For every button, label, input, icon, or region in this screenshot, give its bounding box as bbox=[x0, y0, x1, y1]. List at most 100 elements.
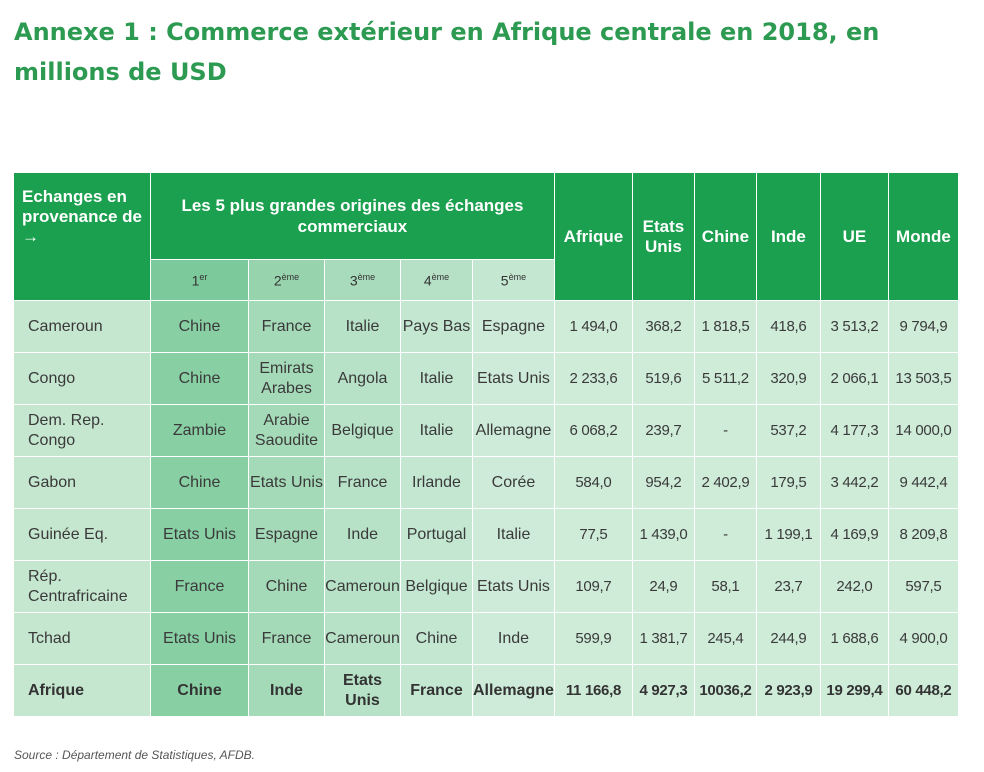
header-col: Monde bbox=[887, 172, 959, 301]
origin-cell: France bbox=[324, 456, 401, 509]
source-note: Source : Département de Statistiques, AF… bbox=[14, 748, 256, 762]
value-cell: 9 442,4 bbox=[887, 456, 959, 509]
origin-cell: Allemagne bbox=[472, 404, 555, 457]
value-cell: 4 900,0 bbox=[887, 612, 959, 665]
origin-cell: Angola bbox=[324, 352, 401, 405]
value-cell: 537,2 bbox=[755, 404, 821, 457]
origin-cell: Cameroun bbox=[324, 612, 401, 665]
value-cell: 4 927,3 bbox=[631, 664, 695, 717]
value-cell: 599,9 bbox=[553, 612, 633, 665]
origin-cell: Etats Unis bbox=[248, 456, 325, 509]
page-title: Annexe 1 : Commerce extérieur en Afrique… bbox=[14, 18, 880, 86]
table-row: Gabon Chine Etats Unis France Irlande Corée 58… bbox=[13, 456, 959, 509]
value-cell: 3 513,2 bbox=[819, 300, 889, 353]
table-body: Cameroun Chine France Italie Pays Bas Espagne… bbox=[13, 300, 959, 717]
value-cell: 77,5 bbox=[553, 508, 633, 561]
table-row: Guinée Eq. Etats Unis Espagne Inde Portugal I… bbox=[13, 508, 959, 561]
value-cell: - bbox=[693, 404, 757, 457]
header-col: Inde bbox=[755, 172, 821, 301]
country-cell: Rép. Centrafricaine bbox=[13, 560, 151, 613]
header-col: Etats Unis bbox=[631, 172, 695, 301]
rank-header: 5ème bbox=[472, 259, 555, 301]
value-cell: 179,5 bbox=[755, 456, 821, 509]
origin-cell: Irlande bbox=[400, 456, 473, 509]
value-cell: 58,1 bbox=[693, 560, 757, 613]
origin-cell: Inde bbox=[248, 664, 325, 717]
origin-cell: Belgique bbox=[400, 560, 473, 613]
header-col: Afrique bbox=[553, 172, 633, 301]
value-cell: 9 794,9 bbox=[887, 300, 959, 353]
rank-header: 3ème bbox=[324, 259, 401, 301]
value-cell: 954,2 bbox=[631, 456, 695, 509]
rank-header: 4ème bbox=[400, 259, 473, 301]
rank-header: 1er bbox=[150, 259, 249, 301]
value-cell: 2 923,9 bbox=[755, 664, 821, 717]
value-cell: 13 503,5 bbox=[887, 352, 959, 405]
origin-cell: Etats Unis bbox=[472, 352, 555, 405]
header-origins: Les 5 plus grandes origines des échanges… bbox=[150, 172, 555, 260]
header-col: UE bbox=[819, 172, 889, 301]
value-cell: 5 511,2 bbox=[693, 352, 757, 405]
origin-cell: Pays Bas bbox=[400, 300, 473, 353]
origin-cell: Espagne bbox=[248, 508, 325, 561]
value-cell: 242,0 bbox=[819, 560, 889, 613]
value-cell: 1 818,5 bbox=[693, 300, 757, 353]
value-cell: 1 439,0 bbox=[631, 508, 695, 561]
country-cell: Gabon bbox=[13, 456, 151, 509]
origin-cell: Inde bbox=[324, 508, 401, 561]
value-cell: 2 233,6 bbox=[553, 352, 633, 405]
value-cell: 19 299,4 bbox=[819, 664, 889, 717]
origin-cell: France bbox=[248, 612, 325, 665]
value-cell: 4 169,9 bbox=[819, 508, 889, 561]
value-cell: 1 688,6 bbox=[819, 612, 889, 665]
value-cell: 109,7 bbox=[553, 560, 633, 613]
value-cell: 10036,2 bbox=[693, 664, 757, 717]
origin-cell: Chine bbox=[150, 456, 249, 509]
table-row: Tchad Etats Unis France Cameroun Chine Inde 59… bbox=[13, 612, 959, 665]
country-cell: Dem. Rep. Congo bbox=[13, 404, 151, 457]
origin-cell: Allemagne bbox=[472, 664, 555, 717]
origin-cell: Etats Unis bbox=[150, 508, 249, 561]
origin-cell: Chine bbox=[150, 352, 249, 405]
value-cell: 60 448,2 bbox=[887, 664, 959, 717]
value-cell: 14 000,0 bbox=[887, 404, 959, 457]
origin-cell: Italie bbox=[472, 508, 555, 561]
origin-cell: Zambie bbox=[150, 404, 249, 457]
table-row: Cameroun Chine France Italie Pays Bas Espagne… bbox=[13, 300, 959, 353]
origin-cell: Emirats Arabes bbox=[248, 352, 325, 405]
origin-cell: Belgique bbox=[324, 404, 401, 457]
origin-cell: Chine bbox=[248, 560, 325, 613]
table-row: Rép. Centrafricaine France Chine Cameroun Be… bbox=[13, 560, 959, 613]
origin-cell: Chine bbox=[400, 612, 473, 665]
origin-cell: Portugal bbox=[400, 508, 473, 561]
value-cell: 23,7 bbox=[755, 560, 821, 613]
origin-cell: Arabie Saoudite bbox=[248, 404, 325, 457]
origin-cell: Etats Unis bbox=[150, 612, 249, 665]
value-cell: 1 199,1 bbox=[755, 508, 821, 561]
value-cell: 8 209,8 bbox=[887, 508, 959, 561]
country-cell: Afrique bbox=[13, 664, 151, 717]
header-col: Chine bbox=[693, 172, 757, 301]
origin-cell: Espagne bbox=[472, 300, 555, 353]
country-cell: Cameroun bbox=[13, 300, 151, 353]
origin-cell: Cameroun bbox=[324, 560, 401, 613]
origin-cell: Inde bbox=[472, 612, 555, 665]
value-cell: 597,5 bbox=[887, 560, 959, 613]
origin-cell: Corée bbox=[472, 456, 555, 509]
value-cell: 244,9 bbox=[755, 612, 821, 665]
value-cell: 6 068,2 bbox=[553, 404, 633, 457]
origin-cell: France bbox=[150, 560, 249, 613]
origin-cell: France bbox=[248, 300, 325, 353]
origin-cell: Etats Unis bbox=[324, 664, 401, 717]
country-cell: Tchad bbox=[13, 612, 151, 665]
origin-cell: Chine bbox=[150, 300, 249, 353]
value-cell: 245,4 bbox=[693, 612, 757, 665]
value-cell: 368,2 bbox=[631, 300, 695, 353]
value-cell: 2 402,9 bbox=[693, 456, 757, 509]
value-cell: 320,9 bbox=[755, 352, 821, 405]
value-cell: 3 442,2 bbox=[819, 456, 889, 509]
origin-cell: Italie bbox=[400, 352, 473, 405]
origin-cell: France bbox=[400, 664, 473, 717]
table-row: Afrique Chine Inde Etats Unis France Allemagn… bbox=[13, 664, 959, 717]
origin-cell: Italie bbox=[324, 300, 401, 353]
